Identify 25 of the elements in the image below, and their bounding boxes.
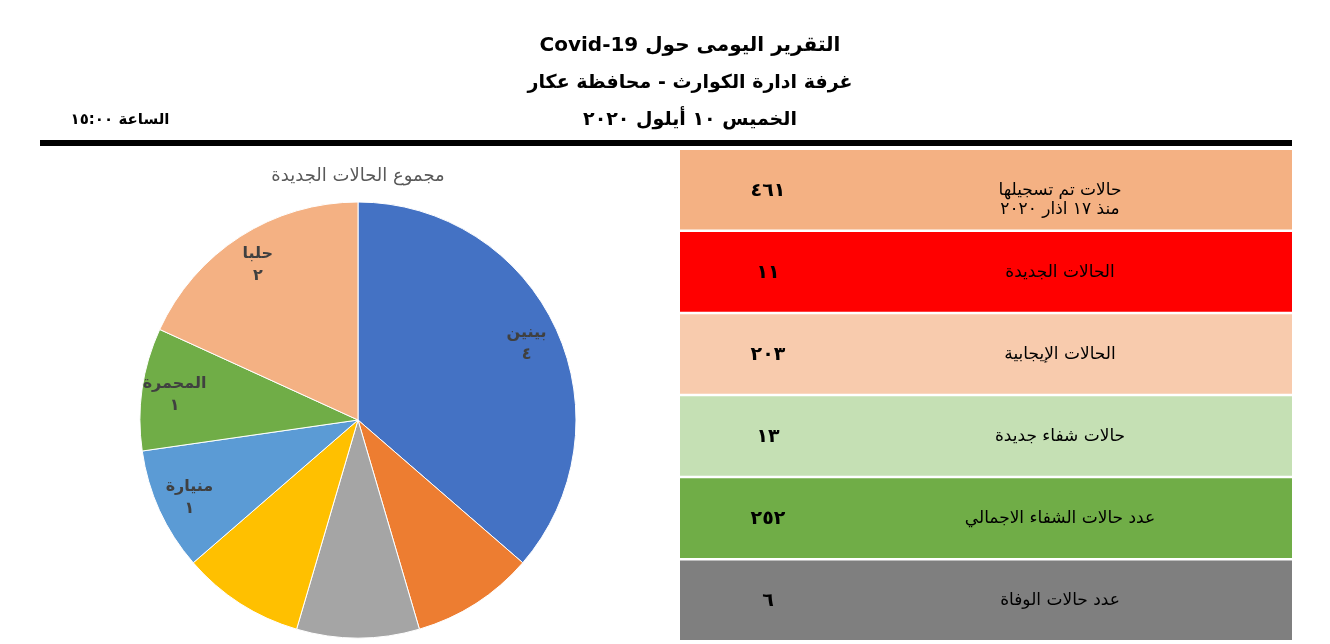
chart-title: مجموع الحالات الجديدة bbox=[271, 164, 445, 186]
category-label: عدد حالات الوفاة bbox=[1000, 589, 1120, 610]
data-label: ٢٠٣ bbox=[750, 341, 786, 364]
data-label: ٦ bbox=[762, 588, 774, 611]
category-label: حالات شفاء جديدة bbox=[994, 425, 1126, 446]
text: الساعة ١٥:٠٠ bbox=[70, 110, 170, 128]
slice-label: منيارة bbox=[165, 475, 214, 495]
category-label: الحالات الجديدة bbox=[1005, 260, 1115, 281]
slice-label: المحمرة bbox=[142, 372, 207, 392]
data-label: ٤٦١ bbox=[750, 177, 786, 200]
text: التقرير اليومى حول Covid-19 bbox=[539, 32, 841, 56]
data-label: ٢٥٢ bbox=[750, 506, 786, 529]
data-label: ١ bbox=[169, 394, 180, 414]
text: الخميس ١٠ أيلول ٢٠٢٠ bbox=[583, 106, 797, 130]
data-label: ١ bbox=[184, 497, 195, 517]
data-label: ١٣ bbox=[756, 424, 780, 447]
category-label: عدد حالات الشفاء الاجمالي bbox=[964, 507, 1156, 529]
data-label: ٤ bbox=[521, 344, 532, 364]
text: غرفة ادارة الكوارث - محافظة عكار bbox=[526, 70, 853, 93]
category-label: الحالات الإيجابية bbox=[1004, 342, 1116, 363]
data-label: ٢ bbox=[252, 265, 263, 285]
data-label: ١١ bbox=[756, 259, 780, 282]
slice-label: بينين bbox=[506, 322, 547, 342]
category-label: حالات تم تسجيلها منذ ١٧ اذار ٢٠٢٠ bbox=[998, 178, 1122, 218]
slice-label: حلبا bbox=[242, 243, 274, 263]
